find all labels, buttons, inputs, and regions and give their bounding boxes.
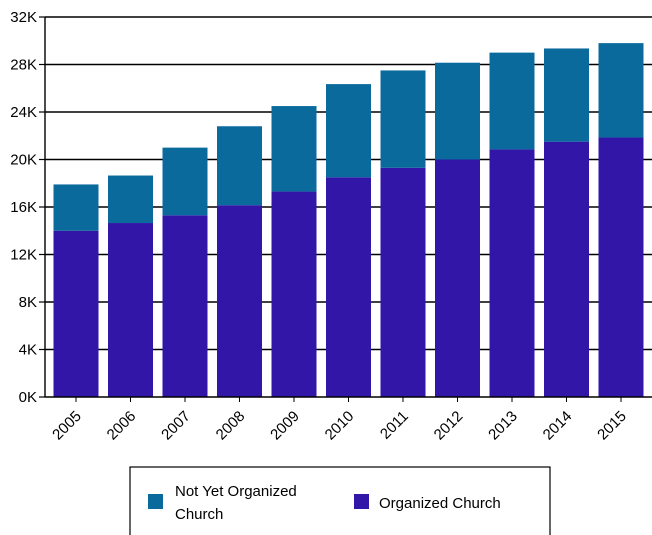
y-tick-label: 24K — [10, 104, 37, 121]
y-tick-labels: 0K 4K 8K 12K 16K 20K 24K 28K 32K — [10, 9, 37, 406]
x-tick-labels: 2005 2006 2007 2008 2009 2010 2011 2012 2013 2014… — [49, 408, 630, 444]
bar-organized-2007 — [162, 215, 208, 397]
y-tick-label: 12K — [10, 247, 37, 264]
x-tick-label-2010: 2010 — [322, 408, 358, 444]
x-tick-label-2009: 2009 — [267, 408, 303, 444]
x-tick-label-2005: 2005 — [49, 408, 85, 444]
axes — [39, 16, 652, 402]
bar-not-yet-organized-2014 — [544, 48, 589, 142]
x-tick-label-2013: 2013 — [485, 408, 521, 444]
bars — [53, 43, 644, 397]
x-tick-label-2015: 2015 — [594, 408, 630, 444]
legend-swatch-organized — [354, 494, 369, 509]
bar-organized-2008 — [217, 205, 262, 397]
bar-not-yet-organized-2011 — [380, 70, 426, 168]
x-tick-label-2008: 2008 — [213, 408, 249, 444]
bar-not-yet-organized-2015 — [598, 43, 644, 138]
x-tick-label-2011: 2011 — [377, 408, 412, 443]
bar-organized-2012 — [435, 159, 480, 397]
bar-organized-2009 — [271, 191, 317, 397]
x-tick-label-2007: 2007 — [158, 408, 194, 444]
y-tick-label: 8K — [19, 294, 37, 311]
bar-organized-2015 — [598, 137, 644, 397]
legend-label-not-yet-organized: Not Yet Organized — [175, 483, 297, 500]
bar-not-yet-organized-2009 — [271, 106, 317, 192]
bar-not-yet-organized-2006 — [108, 175, 153, 224]
bar-not-yet-organized-2008 — [217, 126, 262, 206]
y-tick-label: 0K — [19, 389, 37, 406]
bar-organized-2014 — [544, 141, 589, 397]
legend-swatch-not-yet-organized — [148, 494, 163, 509]
bar-organized-2011 — [380, 167, 426, 397]
legend-label-not-yet-organized: Church — [175, 506, 223, 523]
bar-organized-2005 — [53, 230, 99, 397]
bar-organized-2013 — [489, 149, 535, 397]
x-tick-label-2006: 2006 — [104, 408, 140, 444]
legend-box — [129, 466, 551, 535]
legend-label-organized: Organized Church — [379, 495, 501, 512]
bar-not-yet-organized-2010 — [326, 84, 371, 178]
bar-organized-2010 — [326, 177, 371, 397]
bar-not-yet-organized-2007 — [162, 147, 208, 216]
y-tick-label: 28K — [10, 57, 37, 74]
legend: Not Yet Organized Church Organized Church — [129, 466, 551, 535]
bar-not-yet-organized-2005 — [53, 184, 99, 231]
y-tick-label: 20K — [10, 152, 37, 169]
y-tick-label: 32K — [10, 9, 37, 26]
bar-not-yet-organized-2012 — [435, 62, 480, 160]
y-tick-label: 16K — [10, 199, 37, 216]
x-tick-label-2014: 2014 — [540, 408, 576, 444]
bar-not-yet-organized-2013 — [489, 52, 535, 150]
y-tick-label: 4K — [19, 342, 37, 359]
x-tick-label-2012: 2012 — [431, 408, 467, 444]
bar-organized-2006 — [108, 223, 153, 397]
